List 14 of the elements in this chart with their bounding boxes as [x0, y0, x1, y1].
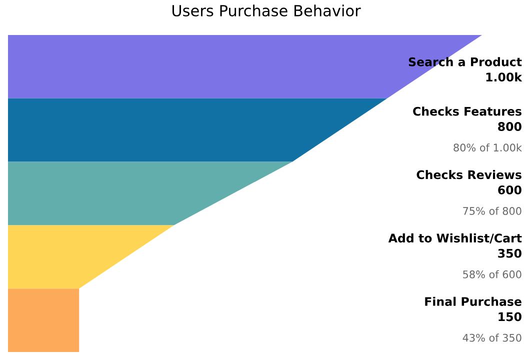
text: 80% of 1.00k	[454, 143, 522, 152]
data-label: 150	[498, 312, 522, 322]
data-label: 600	[498, 185, 522, 194]
text: Users Purchase Behavior	[172, 4, 361, 16]
category-label: Checks Reviews	[416, 170, 522, 180]
category-label: Final Purchase	[425, 296, 522, 306]
text: 58% of 600	[463, 270, 522, 278]
text: 43% of 350	[462, 334, 522, 342]
text: 75% of 800	[463, 206, 522, 215]
category-label: Add to Wishlist/Cart	[388, 233, 522, 244]
data-label: 350	[498, 248, 522, 258]
data-label: 1.00k	[486, 72, 522, 82]
category-label: Checks Features	[413, 106, 522, 116]
data-label: 800	[498, 122, 522, 131]
